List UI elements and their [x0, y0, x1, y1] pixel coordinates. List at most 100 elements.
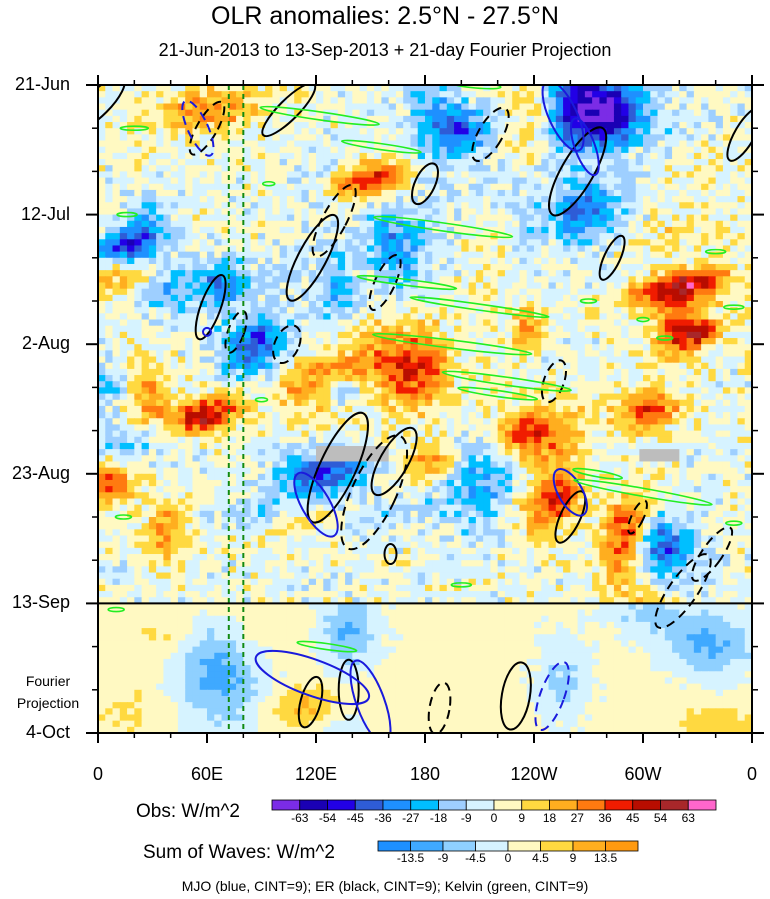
obs-cell	[286, 171, 295, 179]
obs-cell	[148, 171, 157, 179]
obs-cell	[112, 393, 121, 401]
obs-cell	[475, 344, 484, 351]
obs-cell	[345, 103, 353, 111]
obs-cell	[512, 412, 521, 419]
obs-cell	[686, 405, 695, 413]
obs-cell	[374, 128, 382, 135]
obs-cell	[156, 418, 164, 426]
obs-cell	[425, 140, 433, 148]
obs-cell	[221, 387, 230, 395]
obs-cell	[737, 313, 746, 321]
obs-cell	[592, 103, 600, 111]
obs-cell	[141, 214, 150, 222]
obs-cell	[156, 177, 164, 185]
obs-cell	[657, 282, 666, 290]
obs-cell	[512, 122, 521, 129]
obs-cell	[570, 171, 579, 179]
obs-cell	[250, 288, 259, 296]
obs-cell	[105, 91, 114, 98]
obs-cell	[374, 301, 382, 308]
obs-cell	[366, 103, 375, 111]
obs-cell	[395, 399, 404, 407]
obs-cell	[446, 399, 455, 407]
obs-cell	[410, 263, 419, 271]
obs-cell	[737, 288, 746, 296]
obs-cell	[708, 183, 717, 191]
obs-cell	[170, 165, 179, 172]
obs-cell	[570, 338, 579, 345]
obs-cell	[650, 97, 659, 105]
obs-cell	[621, 368, 630, 376]
obs-cell	[563, 325, 571, 333]
obs-cell	[461, 134, 470, 142]
obs-cell	[512, 368, 521, 376]
obs-cell	[250, 405, 259, 413]
obs-cell	[526, 233, 535, 240]
obs-cell	[214, 362, 223, 370]
obs-cell	[693, 140, 702, 148]
obs-cell	[352, 387, 361, 395]
obs-cell	[374, 251, 382, 259]
obs-cell	[534, 338, 542, 345]
obs-cell	[199, 362, 208, 370]
obs-cell	[621, 208, 630, 216]
obs-cell	[345, 146, 353, 154]
obs-cell	[439, 307, 448, 314]
obs-cell	[548, 115, 557, 123]
obs-cell	[446, 331, 455, 339]
obs-cell	[337, 128, 346, 135]
obs-cell	[345, 115, 353, 123]
obs-cell	[468, 387, 477, 395]
obs-cell	[621, 214, 630, 222]
obs-cell	[657, 226, 666, 234]
obs-cell	[265, 245, 273, 253]
obs-cell	[316, 350, 324, 358]
obs-cell	[555, 171, 564, 179]
obs-cell	[446, 288, 455, 296]
obs-cell	[148, 356, 157, 364]
obs-cell	[555, 146, 564, 154]
obs-cell	[323, 282, 332, 290]
obs-cell	[381, 165, 390, 172]
obs-cell	[163, 128, 172, 135]
obs-cell	[257, 91, 266, 98]
obs-cell	[395, 171, 404, 179]
obs-cell	[388, 412, 397, 419]
obs-cell	[388, 115, 397, 123]
obs-cell	[468, 165, 477, 172]
obs-cell	[105, 301, 114, 308]
obs-cell	[134, 226, 143, 234]
obs-cell	[715, 393, 724, 401]
obs-cell	[98, 109, 106, 117]
obs-cell	[555, 325, 564, 333]
obs-cell	[461, 122, 470, 129]
obs-cell	[272, 270, 281, 277]
obs-cell	[635, 282, 644, 290]
obs-cell	[236, 97, 244, 105]
obs-cell	[366, 159, 375, 166]
obs-cell	[301, 171, 310, 179]
obs-cell	[228, 412, 237, 419]
obs-cell	[548, 97, 557, 105]
obs-cell	[301, 134, 310, 142]
obs-cell	[119, 319, 128, 327]
obs-cell	[177, 196, 186, 203]
obs-cell	[199, 288, 208, 296]
obs-cell	[337, 350, 346, 358]
obs-cell	[657, 276, 666, 284]
obs-cell	[316, 189, 324, 197]
obs-cell	[454, 331, 462, 339]
obs-cell	[563, 177, 571, 185]
obs-cell	[381, 214, 390, 222]
obs-cell	[613, 189, 622, 197]
obs-cell	[468, 97, 477, 105]
obs-cell	[316, 134, 324, 142]
obs-cell	[316, 368, 324, 376]
obs-cell	[744, 171, 752, 179]
obs-cell	[243, 368, 252, 376]
obs-cell	[286, 134, 295, 142]
obs-cell	[715, 208, 724, 216]
obs-cell	[541, 276, 550, 284]
obs-cell	[628, 159, 637, 166]
obs-cell	[352, 214, 361, 222]
